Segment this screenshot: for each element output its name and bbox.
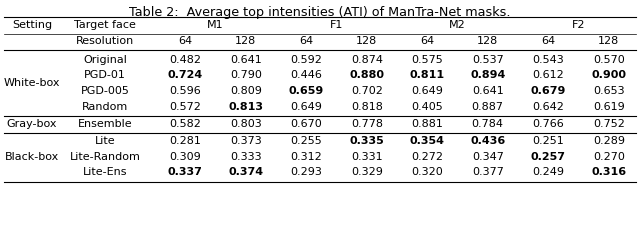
Text: 0.641: 0.641 <box>472 86 504 96</box>
Text: 0.482: 0.482 <box>169 55 201 65</box>
Text: 0.354: 0.354 <box>410 136 445 146</box>
Text: 0.251: 0.251 <box>532 136 564 146</box>
Text: 0.575: 0.575 <box>412 55 443 65</box>
Text: 0.436: 0.436 <box>470 136 506 146</box>
Text: 0.309: 0.309 <box>170 152 201 162</box>
Text: 0.249: 0.249 <box>532 167 564 177</box>
Text: 0.880: 0.880 <box>349 70 384 80</box>
Text: 0.874: 0.874 <box>351 55 383 65</box>
Text: 0.537: 0.537 <box>472 55 504 65</box>
Text: 128: 128 <box>356 36 378 46</box>
Text: 0.582: 0.582 <box>170 119 201 129</box>
Text: 0.811: 0.811 <box>410 70 445 80</box>
Text: 0.803: 0.803 <box>230 119 262 129</box>
Text: Ensemble: Ensemble <box>77 119 132 129</box>
Text: 0.374: 0.374 <box>228 167 263 177</box>
Text: White-box: White-box <box>4 78 60 88</box>
Text: Lite: Lite <box>95 136 115 146</box>
Text: 0.641: 0.641 <box>230 55 262 65</box>
Text: 0.809: 0.809 <box>230 86 262 96</box>
Text: 0.778: 0.778 <box>351 119 383 129</box>
Text: 64: 64 <box>178 36 192 46</box>
Text: F2: F2 <box>572 20 585 30</box>
Text: Lite-Ens: Lite-Ens <box>83 167 127 177</box>
Text: 0.257: 0.257 <box>531 152 566 162</box>
Text: 0.347: 0.347 <box>472 152 504 162</box>
Text: PGD-01: PGD-01 <box>84 70 126 80</box>
Text: 0.702: 0.702 <box>351 86 383 96</box>
Text: F1: F1 <box>330 20 343 30</box>
Text: 0.543: 0.543 <box>532 55 564 65</box>
Text: Original: Original <box>83 55 127 65</box>
Text: 0.270: 0.270 <box>593 152 625 162</box>
Text: 0.766: 0.766 <box>532 119 564 129</box>
Text: Random: Random <box>82 101 128 111</box>
Text: 128: 128 <box>235 36 257 46</box>
Text: 0.649: 0.649 <box>412 86 443 96</box>
Text: 0.289: 0.289 <box>593 136 625 146</box>
Text: Table 2:  Average top intensities (ATI) of ManTra-Net masks.: Table 2: Average top intensities (ATI) o… <box>129 6 511 19</box>
Text: 0.446: 0.446 <box>291 70 322 80</box>
Text: 0.405: 0.405 <box>412 101 443 111</box>
Text: 0.894: 0.894 <box>470 70 506 80</box>
Text: 0.642: 0.642 <box>532 101 564 111</box>
Text: Lite-Random: Lite-Random <box>70 152 140 162</box>
Text: 0.592: 0.592 <box>291 55 322 65</box>
Text: Setting: Setting <box>12 20 52 30</box>
Text: 128: 128 <box>477 36 499 46</box>
Text: 0.887: 0.887 <box>472 101 504 111</box>
Text: 0.818: 0.818 <box>351 101 383 111</box>
Text: 0.784: 0.784 <box>472 119 504 129</box>
Text: Gray-box: Gray-box <box>7 119 57 129</box>
Text: 64: 64 <box>541 36 556 46</box>
Text: 0.670: 0.670 <box>291 119 322 129</box>
Text: 0.255: 0.255 <box>291 136 322 146</box>
Text: 0.900: 0.900 <box>591 70 627 80</box>
Text: 0.659: 0.659 <box>289 86 324 96</box>
Text: 0.724: 0.724 <box>168 70 203 80</box>
Text: 0.813: 0.813 <box>228 101 263 111</box>
Text: 0.312: 0.312 <box>291 152 322 162</box>
Text: 0.752: 0.752 <box>593 119 625 129</box>
Text: 0.570: 0.570 <box>593 55 625 65</box>
Text: 0.596: 0.596 <box>170 86 201 96</box>
Text: 0.612: 0.612 <box>532 70 564 80</box>
Text: 0.881: 0.881 <box>412 119 443 129</box>
Text: 0.272: 0.272 <box>412 152 444 162</box>
Text: 0.329: 0.329 <box>351 167 383 177</box>
Text: 128: 128 <box>598 36 620 46</box>
Text: 0.373: 0.373 <box>230 136 262 146</box>
Text: 0.281: 0.281 <box>170 136 201 146</box>
Text: 0.377: 0.377 <box>472 167 504 177</box>
Text: 0.653: 0.653 <box>593 86 625 96</box>
Text: 0.331: 0.331 <box>351 152 383 162</box>
Text: M1: M1 <box>207 20 224 30</box>
Text: Target face: Target face <box>74 20 136 30</box>
Text: 0.337: 0.337 <box>168 167 203 177</box>
Text: 0.293: 0.293 <box>291 167 322 177</box>
Text: PGD-005: PGD-005 <box>81 86 129 96</box>
Text: 0.619: 0.619 <box>593 101 625 111</box>
Text: 0.335: 0.335 <box>349 136 384 146</box>
Text: Black-box: Black-box <box>5 152 59 162</box>
Text: Resolution: Resolution <box>76 36 134 46</box>
Text: 0.790: 0.790 <box>230 70 262 80</box>
Text: 0.333: 0.333 <box>230 152 262 162</box>
Text: 0.316: 0.316 <box>591 167 627 177</box>
Text: 0.679: 0.679 <box>531 86 566 96</box>
Text: 0.572: 0.572 <box>170 101 201 111</box>
Text: 64: 64 <box>299 36 314 46</box>
Text: 64: 64 <box>420 36 435 46</box>
Text: M2: M2 <box>449 20 466 30</box>
Text: 0.649: 0.649 <box>291 101 322 111</box>
Text: 0.320: 0.320 <box>412 167 443 177</box>
